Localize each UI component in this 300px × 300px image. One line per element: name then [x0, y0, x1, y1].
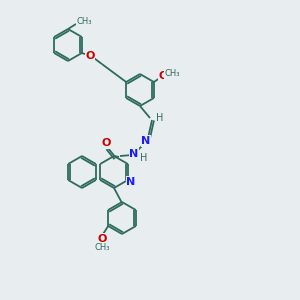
Text: O: O [98, 234, 107, 244]
Text: O: O [85, 51, 94, 61]
Text: H: H [156, 113, 164, 123]
Text: O: O [101, 138, 111, 148]
Text: N: N [126, 177, 136, 187]
Text: H: H [140, 153, 148, 163]
Text: CH₃: CH₃ [76, 16, 92, 26]
Text: CH₃: CH₃ [94, 242, 110, 251]
Text: O: O [158, 71, 167, 81]
Text: N: N [129, 149, 139, 159]
Text: CH₃: CH₃ [164, 70, 180, 79]
Text: N: N [141, 136, 151, 146]
